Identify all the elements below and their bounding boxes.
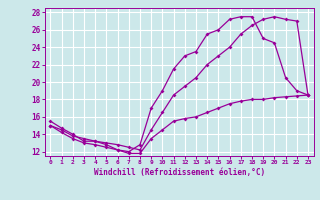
X-axis label: Windchill (Refroidissement éolien,°C): Windchill (Refroidissement éolien,°C): [94, 168, 265, 177]
